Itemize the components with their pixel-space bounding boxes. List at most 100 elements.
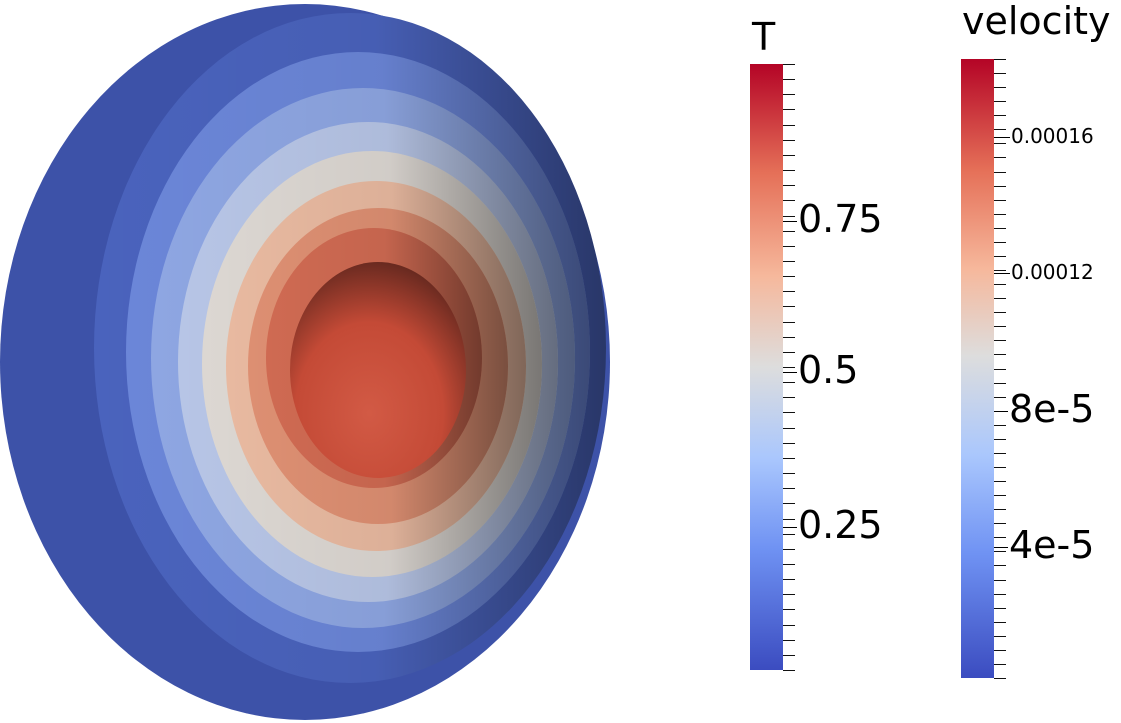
colorbar-tick	[994, 607, 1006, 609]
colorbar-tick	[994, 537, 1006, 539]
colorbar-tick	[994, 635, 1006, 637]
temperature-shells	[0, 4, 610, 720]
colorbar-tick	[994, 157, 1006, 159]
colorbar-tick	[783, 94, 795, 96]
colorbar-tick	[783, 654, 795, 656]
colorbar-tick	[994, 87, 1006, 89]
colorbar-tick	[783, 230, 795, 232]
legend-label-velocity-8e5: 8e-5	[994, 390, 1094, 428]
render-viewport[interactable]	[0, 0, 700, 723]
colorbar-tick	[783, 594, 795, 596]
legend-label-text: 0.5	[798, 348, 859, 392]
colorbar-tick	[783, 548, 795, 550]
legend-label-velocity-00012: 0.00012	[994, 262, 1094, 282]
colorbar-tick	[994, 213, 1006, 215]
colorbar-tick	[783, 367, 795, 368]
colorbar-tick	[994, 227, 1006, 229]
colorbar-tick	[783, 427, 795, 429]
legend-title-t: T	[752, 15, 776, 59]
colorbar-tick	[783, 291, 795, 293]
colorbar-tick	[994, 452, 1006, 454]
colorbar-tick	[994, 621, 1006, 623]
colorbar-tick	[783, 563, 795, 565]
colorbar-tick	[994, 509, 1006, 511]
colorbar-tick	[994, 326, 1006, 328]
colorbar-tick	[994, 101, 1006, 103]
colorbar-ticks-velocity	[994, 59, 1006, 679]
colorbar-tick	[783, 442, 795, 444]
color-legend-t: T 0.75 0.5 0.25	[740, 10, 910, 680]
colorbar-t	[750, 64, 783, 670]
colorbar-tick	[783, 351, 795, 353]
colorbar-tick	[783, 170, 795, 172]
colorbar-tick	[994, 382, 1006, 384]
colorbar-tick	[783, 397, 795, 399]
colorbar-tick	[783, 670, 795, 671]
colorbar-tick	[783, 64, 795, 65]
colorbar-ticks-t	[783, 64, 795, 671]
legend-label-velocity-4e5: 4e-5	[994, 526, 1094, 564]
colorbar-tick	[994, 59, 1006, 60]
colorbar-tick	[994, 565, 1006, 567]
colorbar-tick	[783, 579, 795, 581]
colorbar-tick	[994, 270, 1006, 272]
colorbar-tick	[783, 139, 795, 141]
colorbar-tick	[994, 73, 1006, 75]
color-legend-velocity: velocity 0.00016 0.00012 8e-5 4e-5	[950, 0, 1121, 690]
legend-label-t-05: 0.5	[783, 351, 858, 389]
colorbar-tick	[783, 457, 795, 459]
colorbar-tick	[994, 354, 1006, 356]
colorbar-tick	[994, 551, 1006, 553]
colorbar-tick	[994, 340, 1006, 342]
colorbar-tick	[783, 185, 795, 187]
colorbar-tick	[783, 245, 795, 247]
colorbar-tick	[994, 199, 1006, 201]
colorbar-tick	[994, 284, 1006, 286]
colorbar-tick	[994, 143, 1006, 145]
colorbar-tick	[994, 593, 1006, 595]
colorbar-tick	[994, 255, 1006, 257]
colorbar-tick	[994, 495, 1006, 497]
colorbar-tick	[994, 678, 1006, 679]
colorbar-tick	[783, 215, 795, 217]
colorbar-tick	[783, 124, 795, 126]
colorbar-tick	[783, 609, 795, 611]
legend-label-text: 0.25	[798, 503, 883, 547]
colorbar-tick	[783, 533, 795, 535]
colorbar-tick	[783, 154, 795, 156]
legend-label-text: 0.00012	[1011, 260, 1094, 284]
colorbar-tick	[994, 115, 1006, 117]
legend-label-text: 8e-5	[1009, 387, 1095, 431]
colorbar-tick	[994, 649, 1006, 651]
colorbar-tick	[994, 298, 1006, 300]
colorbar-tick	[783, 488, 795, 490]
colorbar-tick	[994, 241, 1006, 243]
colorbar-tick	[783, 473, 795, 475]
colorbar-tick	[994, 129, 1006, 131]
colorbar-tick	[783, 624, 795, 626]
colorbar-tick	[783, 336, 795, 338]
colorbar-tick	[994, 171, 1006, 173]
colorbar-tick	[994, 523, 1006, 525]
legend-title-velocity: velocity	[962, 0, 1111, 43]
legend-label-text: 4e-5	[1009, 523, 1095, 567]
colorbar-tick	[783, 639, 795, 641]
colorbar-tick	[994, 185, 1006, 187]
colorbar-tick	[783, 200, 795, 202]
colorbar-velocity	[961, 59, 994, 678]
colorbar-tick	[783, 412, 795, 414]
colorbar-tick	[994, 396, 1006, 398]
legend-label-t-075: 0.75	[783, 200, 883, 238]
colorbar-tick	[783, 518, 795, 520]
colorbar-tick	[783, 306, 795, 308]
colorbar-tick	[783, 321, 795, 323]
legend-label-text: 0.00016	[1011, 124, 1094, 148]
legend-label-velocity-00016: 0.00016	[994, 126, 1094, 146]
colorbar-tick	[994, 663, 1006, 665]
legend-label-t-025: 0.25	[783, 506, 883, 544]
colorbar-tick	[994, 424, 1006, 426]
colorbar-tick	[783, 503, 795, 505]
colorbar-tick	[783, 260, 795, 262]
core	[290, 262, 466, 478]
colorbar-tick	[994, 481, 1006, 483]
